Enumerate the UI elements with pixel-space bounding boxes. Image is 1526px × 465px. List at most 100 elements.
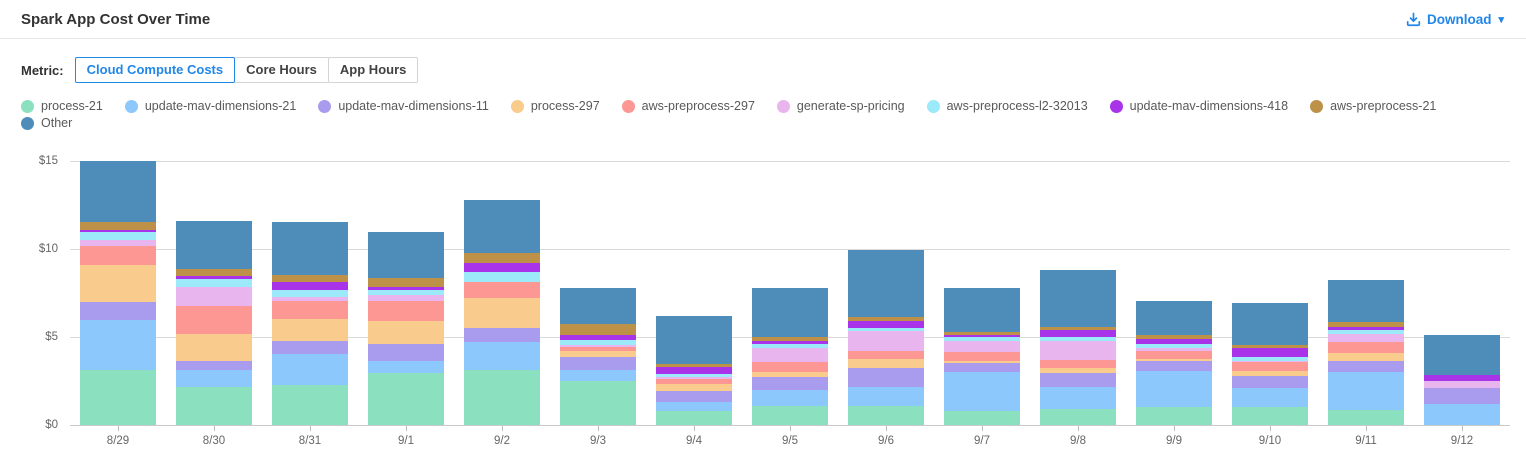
- bar-segment-update-mav-dimensions-418[interactable]: [1424, 375, 1500, 382]
- bar-segment-Other[interactable]: [80, 161, 156, 222]
- bar-segment-process-21[interactable]: [656, 410, 732, 425]
- bar-segment-update-mav-dimensions-11[interactable]: [1232, 375, 1308, 389]
- bar-segment-update-mav-dimensions-21[interactable]: [176, 370, 252, 387]
- bar-segment-process-21[interactable]: [272, 384, 348, 425]
- bar-segment-generate-sp-pricing[interactable]: [80, 239, 156, 247]
- bar-segment-aws-preprocess-297[interactable]: [752, 362, 828, 373]
- bar-segment-Other[interactable]: [1040, 270, 1116, 327]
- bar-segment-aws-preprocess-l2-32013[interactable]: [656, 374, 732, 378]
- bar-segment-aws-preprocess-l2-32013[interactable]: [752, 344, 828, 348]
- bar-segment-update-mav-dimensions-21[interactable]: [848, 386, 924, 406]
- bar-segment-aws-preprocess-l2-32013[interactable]: [848, 327, 924, 331]
- bar-segment-Other[interactable]: [1328, 280, 1404, 323]
- legend-item-update-mav-dimensions-11[interactable]: update-mav-dimensions-11: [318, 98, 489, 115]
- bar-segment-update-mav-dimensions-21[interactable]: [368, 360, 444, 374]
- bar-column-9/9[interactable]: [1136, 300, 1212, 425]
- bar-segment-update-mav-dimensions-418[interactable]: [944, 334, 1020, 338]
- bar-segment-update-mav-dimensions-11[interactable]: [368, 344, 444, 361]
- bar-segment-process-21[interactable]: [1136, 407, 1212, 425]
- bar-segment-process-21[interactable]: [1328, 410, 1404, 425]
- bar-segment-generate-sp-pricing[interactable]: [1424, 381, 1500, 389]
- bar-segment-process-297[interactable]: [944, 360, 1020, 364]
- bar-segment-update-mav-dimensions-418[interactable]: [1328, 326, 1404, 330]
- bar-segment-update-mav-dimensions-418[interactable]: [1136, 339, 1212, 345]
- legend-item-Other[interactable]: Other: [21, 115, 72, 132]
- bar-segment-aws-preprocess-297[interactable]: [1328, 342, 1404, 354]
- bar-segment-aws-preprocess-297[interactable]: [944, 352, 1020, 361]
- bar-segment-process-21[interactable]: [848, 405, 924, 425]
- bar-segment-aws-preprocess-297[interactable]: [368, 300, 444, 321]
- bar-segment-update-mav-dimensions-11[interactable]: [272, 341, 348, 355]
- bar-column-9/3[interactable]: [560, 287, 636, 425]
- bar-segment-process-297[interactable]: [368, 320, 444, 345]
- bar-segment-process-21[interactable]: [752, 405, 828, 425]
- bar-segment-aws-preprocess-21[interactable]: [752, 336, 828, 341]
- bar-segment-Other[interactable]: [656, 315, 732, 364]
- metric-button-cloud-compute-costs[interactable]: Cloud Compute Costs: [74, 57, 236, 83]
- bar-segment-aws-preprocess-21[interactable]: [848, 317, 924, 322]
- bar-segment-update-mav-dimensions-11[interactable]: [1328, 360, 1404, 373]
- bar-segment-update-mav-dimensions-11[interactable]: [1424, 388, 1500, 405]
- bar-segment-aws-preprocess-21[interactable]: [560, 324, 636, 336]
- bar-segment-update-mav-dimensions-418[interactable]: [176, 275, 252, 279]
- legend-item-update-mav-dimensions-418[interactable]: update-mav-dimensions-418: [1109, 98, 1288, 115]
- bar-segment-update-mav-dimensions-11[interactable]: [80, 302, 156, 320]
- legend-item-process-21[interactable]: process-21: [21, 98, 103, 115]
- bar-segment-update-mav-dimensions-11[interactable]: [656, 390, 732, 403]
- bar-segment-update-mav-dimensions-418[interactable]: [272, 282, 348, 290]
- bar-column-9/2[interactable]: [464, 200, 540, 425]
- bar-segment-aws-preprocess-21[interactable]: [176, 268, 252, 276]
- bar-segment-process-297[interactable]: [464, 297, 540, 329]
- bar-segment-aws-preprocess-297[interactable]: [848, 350, 924, 359]
- bar-segment-update-mav-dimensions-21[interactable]: [1040, 387, 1116, 409]
- bar-segment-generate-sp-pricing[interactable]: [1328, 333, 1404, 343]
- bar-segment-Other[interactable]: [560, 287, 636, 325]
- bar-segment-generate-sp-pricing[interactable]: [752, 347, 828, 363]
- bar-segment-update-mav-dimensions-11[interactable]: [1136, 360, 1212, 371]
- bar-segment-update-mav-dimensions-11[interactable]: [1040, 373, 1116, 388]
- bar-segment-update-mav-dimensions-21[interactable]: [1136, 370, 1212, 408]
- bar-segment-generate-sp-pricing[interactable]: [368, 294, 444, 301]
- bar-segment-update-mav-dimensions-418[interactable]: [848, 321, 924, 328]
- bar-segment-process-297[interactable]: [1328, 353, 1404, 361]
- metric-button-app-hours[interactable]: App Hours: [327, 57, 419, 83]
- bar-segment-Other[interactable]: [1424, 334, 1500, 376]
- bar-column-9/1[interactable]: [368, 232, 444, 425]
- bar-segment-update-mav-dimensions-21[interactable]: [560, 370, 636, 382]
- legend-item-update-mav-dimensions-21[interactable]: update-mav-dimensions-21: [124, 98, 296, 115]
- bar-column-9/10[interactable]: [1232, 303, 1308, 425]
- bar-column-8/31[interactable]: [272, 221, 348, 425]
- bar-segment-update-mav-dimensions-418[interactable]: [1232, 347, 1308, 357]
- bar-segment-update-mav-dimensions-21[interactable]: [272, 354, 348, 385]
- bar-segment-aws-preprocess-l2-32013[interactable]: [1328, 329, 1404, 334]
- bar-segment-generate-sp-pricing[interactable]: [848, 330, 924, 351]
- bar-segment-process-297[interactable]: [752, 372, 828, 378]
- bar-segment-Other[interactable]: [464, 200, 540, 254]
- bar-segment-aws-preprocess-21[interactable]: [464, 253, 540, 263]
- bar-segment-aws-preprocess-297[interactable]: [1136, 350, 1212, 360]
- bar-segment-Other[interactable]: [1232, 303, 1308, 345]
- bar-segment-update-mav-dimensions-418[interactable]: [464, 262, 540, 273]
- bar-segment-update-mav-dimensions-21[interactable]: [656, 402, 732, 411]
- bar-column-9/8[interactable]: [1040, 270, 1116, 425]
- legend-item-aws-preprocess-21[interactable]: aws-preprocess-21: [1310, 98, 1436, 115]
- bar-segment-aws-preprocess-21[interactable]: [1040, 326, 1116, 331]
- bar-segment-process-297[interactable]: [656, 384, 732, 391]
- bar-segment-aws-preprocess-297[interactable]: [656, 379, 732, 385]
- bar-segment-process-297[interactable]: [272, 319, 348, 342]
- bar-segment-aws-preprocess-21[interactable]: [368, 278, 444, 287]
- bar-segment-update-mav-dimensions-418[interactable]: [752, 340, 828, 345]
- bar-column-9/11[interactable]: [1328, 280, 1404, 425]
- bar-segment-process-21[interactable]: [944, 410, 1020, 425]
- bar-segment-update-mav-dimensions-11[interactable]: [464, 328, 540, 342]
- legend-item-process-297[interactable]: process-297: [510, 98, 600, 115]
- bar-segment-generate-sp-pricing[interactable]: [1040, 340, 1116, 361]
- bar-segment-update-mav-dimensions-21[interactable]: [1328, 372, 1404, 410]
- bar-segment-update-mav-dimensions-418[interactable]: [80, 229, 156, 233]
- bar-segment-Other[interactable]: [176, 221, 252, 269]
- bar-segment-aws-preprocess-21[interactable]: [272, 275, 348, 283]
- bar-segment-update-mav-dimensions-418[interactable]: [368, 286, 444, 290]
- bar-segment-aws-preprocess-l2-32013[interactable]: [560, 340, 636, 346]
- bar-segment-aws-preprocess-21[interactable]: [1232, 344, 1308, 348]
- bar-segment-aws-preprocess-21[interactable]: [1136, 335, 1212, 340]
